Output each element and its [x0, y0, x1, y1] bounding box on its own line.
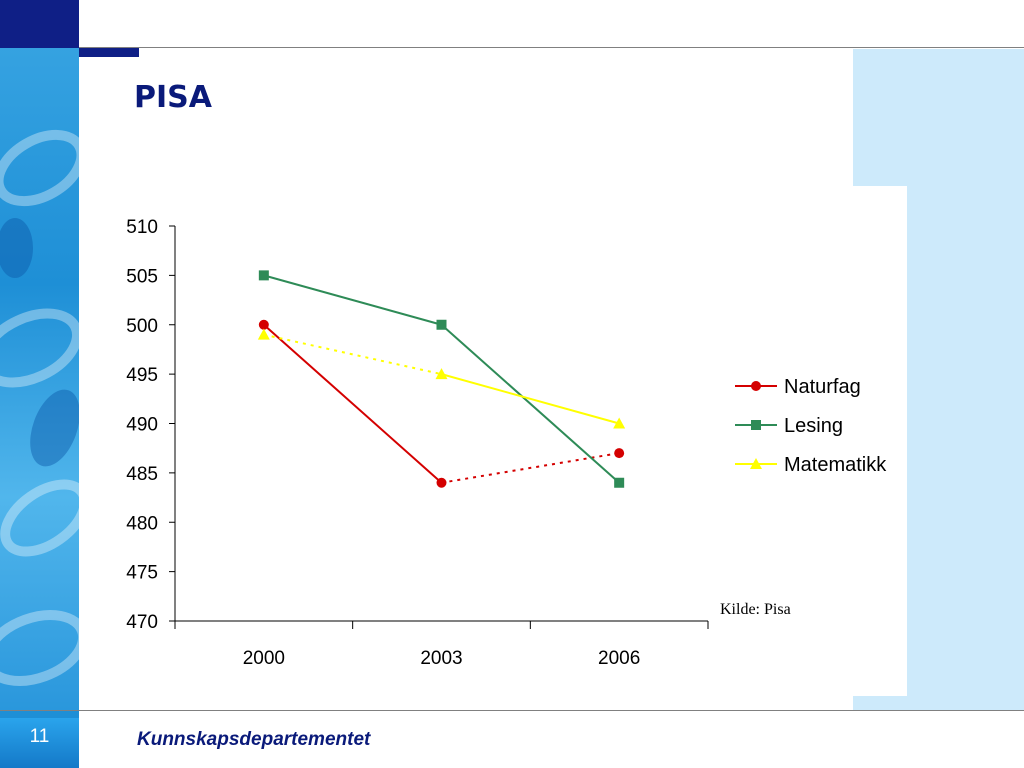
series-matematikk-segment-1	[441, 373, 620, 425]
chart-legend: Naturfag Lesing Matematikk	[735, 376, 887, 476]
y-tick-label-510: 510	[126, 217, 158, 238]
footer-page-block	[0, 711, 79, 768]
y-tick-label-480: 480	[126, 513, 158, 534]
series-naturfag-point-2006	[614, 448, 625, 459]
legend-marker-matematikk	[750, 458, 762, 469]
series-naturfag-point-2003	[436, 477, 447, 488]
legend-marker-lesing	[751, 420, 761, 430]
series-matematikk-point-2003	[435, 368, 448, 380]
y-tick-label-485: 485	[126, 464, 158, 485]
footer-divider	[0, 710, 1024, 711]
y-tick-label-470: 470	[126, 612, 158, 633]
y-tick-label-475: 475	[126, 563, 158, 584]
chart-background	[79, 186, 907, 696]
header-divider	[79, 47, 1024, 48]
y-tick-label-500: 500	[126, 316, 158, 337]
y-tick-label-490: 490	[126, 415, 158, 436]
chart-series-lines	[263, 274, 620, 484]
x-tick-label-2006: 2006	[598, 648, 640, 669]
chart-markers	[257, 270, 626, 488]
y-tick-label-505: 505	[126, 266, 158, 287]
series-lesing-point-2003	[436, 319, 447, 330]
legend-marker-naturfag	[751, 381, 761, 391]
source-note: Kilde: Pisa	[720, 601, 791, 618]
x-tick-label-2000: 2000	[243, 648, 285, 669]
series-lesing-segment-0	[263, 274, 442, 326]
series-matematikk-segment-0	[263, 333, 442, 376]
legend-label-matematikk: Matematikk	[784, 454, 887, 476]
slide-title: PISA	[134, 80, 212, 115]
legend-label-naturfag: Naturfag	[784, 376, 861, 398]
series-matematikk-point-2000	[257, 328, 270, 340]
header-accent-bar	[79, 48, 139, 57]
legend-label-lesing: Lesing	[784, 415, 843, 437]
x-tick-label-2003: 2003	[420, 648, 462, 669]
page-number: 11	[29, 726, 50, 747]
series-naturfag-segment-0	[263, 324, 443, 484]
series-matematikk-point-2006	[613, 417, 626, 429]
footer-organization: Kunnskapsdepartementet	[137, 729, 371, 750]
series-lesing-point-2000	[258, 270, 269, 281]
series-naturfag-segment-1	[441, 452, 620, 484]
decorative-side-band	[0, 0, 79, 710]
side-band-top-block	[0, 0, 79, 48]
page-number-box	[0, 718, 79, 768]
y-tick-label-495: 495	[126, 365, 158, 386]
series-lesing-point-2006	[614, 477, 625, 488]
chart-axes: 470 475 480 485 490 495 500 505 510 2000 2003 2006	[126, 217, 709, 669]
series-naturfag-point-2000	[258, 319, 269, 330]
series-lesing-segment-1	[440, 324, 620, 484]
decorative-swirl-graphic	[0, 129, 79, 686]
